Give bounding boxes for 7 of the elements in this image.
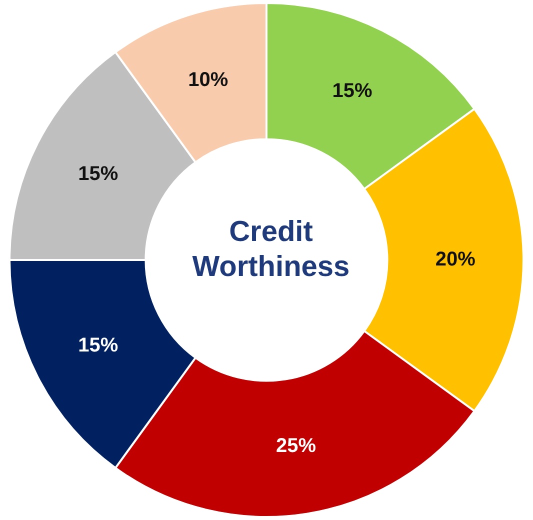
data-label: 10% bbox=[188, 68, 228, 91]
data-label: 15% bbox=[332, 80, 372, 102]
data-label: 15% bbox=[78, 334, 118, 356]
data-label: 25% bbox=[276, 435, 316, 458]
data-label: 20% bbox=[435, 248, 476, 271]
data-label: 15% bbox=[78, 162, 118, 185]
text: Credit Worthiness bbox=[191, 215, 351, 285]
